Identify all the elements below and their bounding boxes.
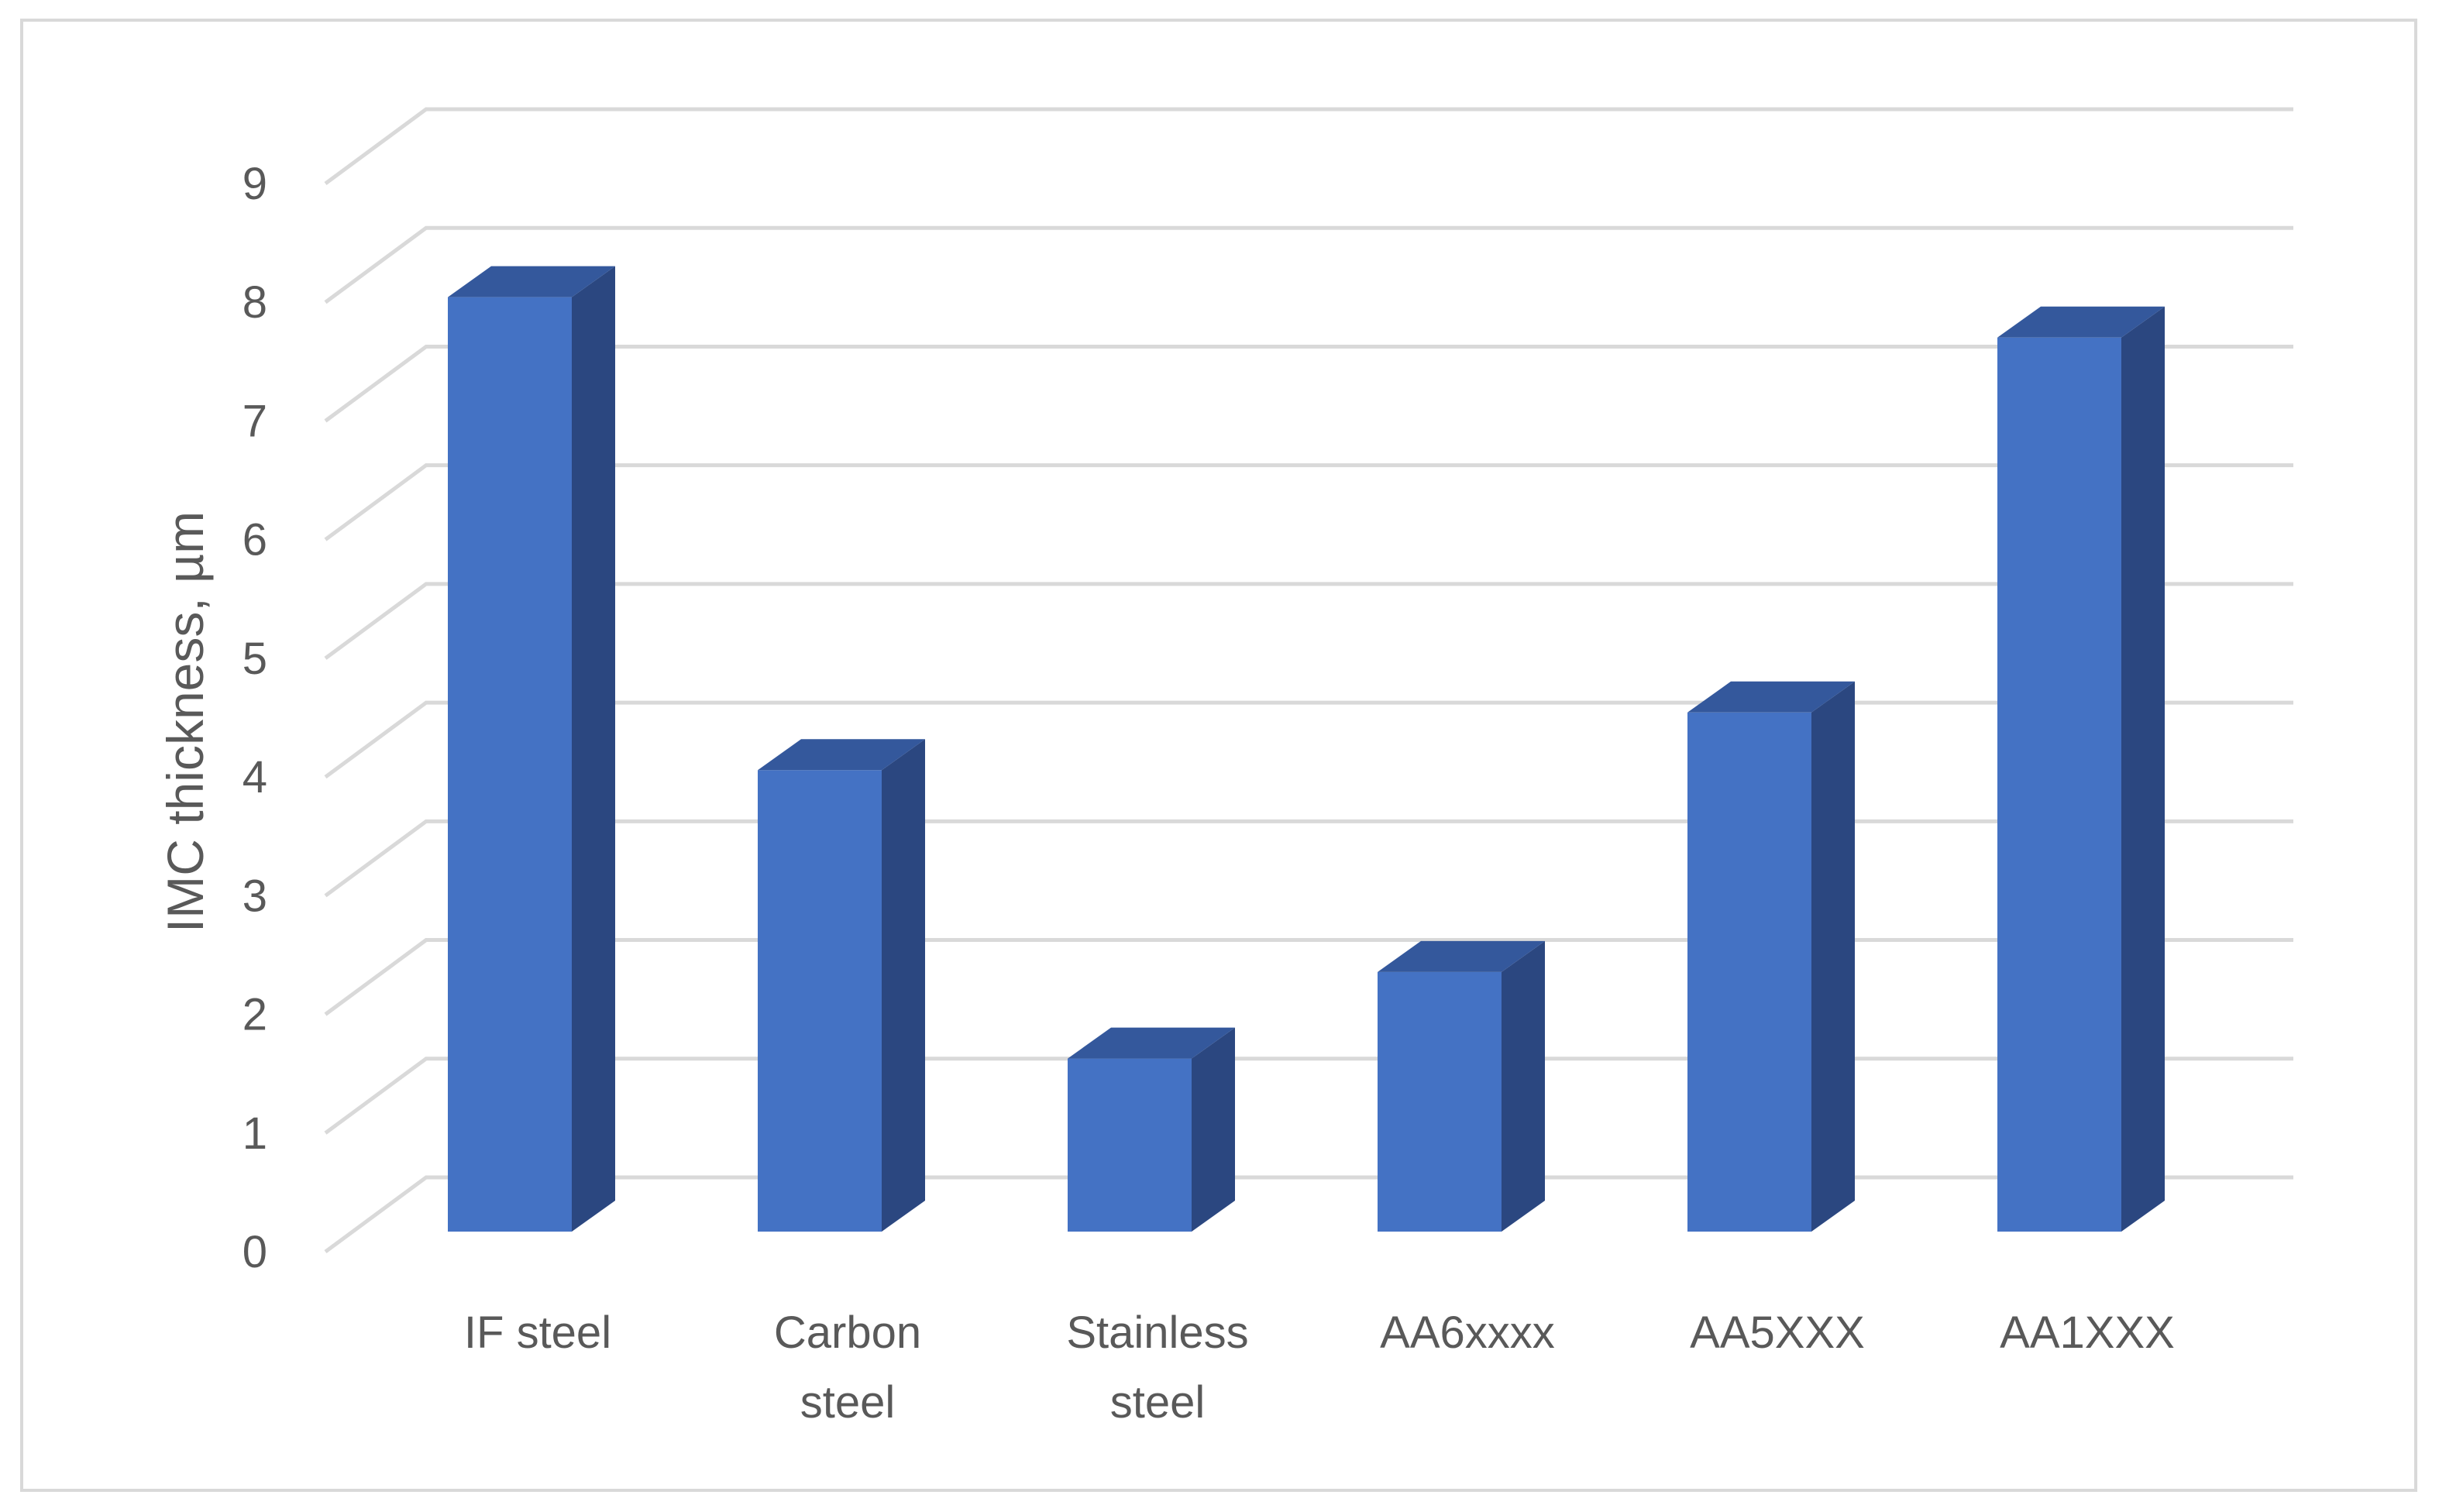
gridline [324,819,2293,898]
bar [758,739,925,1232]
y-tick-label: 6 [243,515,267,565]
gridline [324,344,2293,423]
bars [448,266,2165,1232]
gridline [324,1175,2293,1254]
y-tick-label: 3 [243,871,267,921]
x-category-label: Carbon steel [774,1308,921,1428]
gridline [324,938,2293,1016]
gridline [324,582,2293,660]
y-tick-label: 0 [243,1227,267,1277]
gridlines [324,107,2293,1254]
y-axis-ticks: 0 1 2 3 4 5 6 7 8 9 [243,159,267,1277]
gridline [324,1057,2293,1135]
bar [1378,940,1545,1232]
y-tick-label: 7 [243,396,267,446]
bar [1687,681,1855,1232]
y-axis-label: IMC thickness, µm [157,511,214,933]
x-category-label: Stainless steel [1066,1308,1248,1428]
gridline [324,225,2293,304]
x-category-label: IF steel [464,1308,611,1358]
x-category-label: AA5XXX [1690,1308,1865,1358]
gridline [324,700,2293,779]
y-tick-label: 8 [243,277,267,328]
y-tick-label: 2 [243,990,267,1040]
x-category-label: AA6xxxx [1380,1308,1555,1358]
x-category-label: AA1XXX [2000,1308,2175,1358]
y-tick-label: 4 [243,752,267,802]
bar [1068,1027,1235,1232]
x-axis-categories: IF steel Carbon steel Stainless steel AA6xxxx… [464,1308,2175,1428]
y-tick-label: 9 [243,159,267,209]
bar [1997,306,2165,1232]
gridline [324,107,2293,186]
y-tick-label: 1 [243,1108,267,1159]
y-tick-label: 5 [243,634,267,684]
gridline [324,463,2293,541]
bar [448,266,615,1232]
